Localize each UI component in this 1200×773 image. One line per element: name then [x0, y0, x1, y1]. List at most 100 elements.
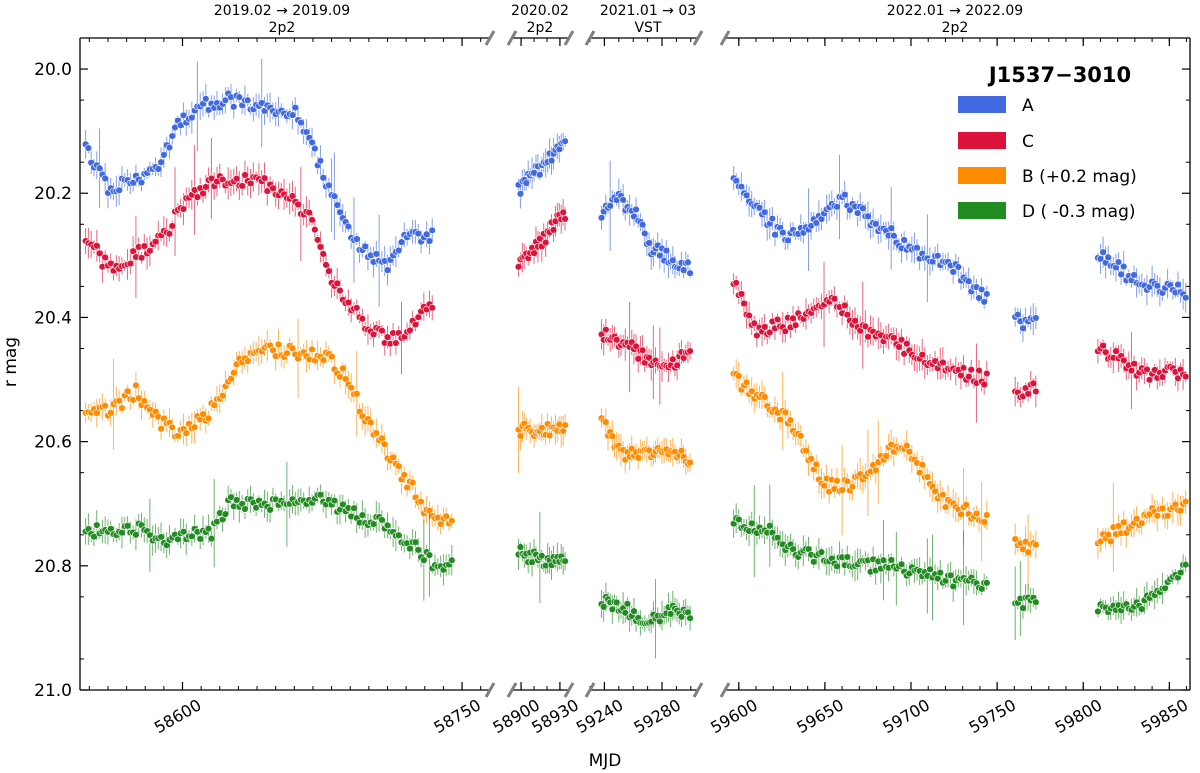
point-d	[621, 609, 629, 617]
legend-swatch-c	[958, 132, 1006, 149]
point-b	[190, 423, 199, 431]
point-d	[358, 511, 367, 519]
point-c	[1024, 390, 1032, 398]
point-b	[274, 340, 283, 349]
point-c	[964, 373, 973, 381]
point-d	[843, 553, 851, 561]
point-b	[781, 408, 789, 416]
point-a	[129, 179, 137, 187]
point-c	[983, 369, 991, 378]
point-d	[411, 538, 420, 546]
point-b	[347, 383, 355, 392]
point-a	[684, 258, 692, 266]
point-a	[980, 298, 988, 306]
point-c	[199, 189, 207, 198]
segment-4-instrument: 2p2	[942, 20, 969, 36]
point-d	[766, 522, 774, 530]
point-d	[157, 533, 165, 541]
point-d	[339, 500, 347, 509]
point-a	[297, 118, 305, 127]
point-c	[939, 358, 947, 367]
point-a	[890, 232, 898, 240]
point-c	[294, 200, 302, 209]
point-a	[632, 205, 640, 214]
point-b	[882, 452, 890, 460]
point-c	[895, 343, 903, 351]
point-c	[975, 366, 983, 375]
point-d	[686, 614, 694, 622]
point-a	[330, 192, 339, 200]
point-d	[926, 565, 934, 574]
point-c	[957, 371, 965, 380]
point-a	[742, 191, 751, 200]
point-a	[859, 204, 867, 212]
point-a	[325, 181, 333, 190]
point-a	[1104, 253, 1112, 261]
point-b	[1158, 504, 1167, 513]
x-tick-label: 59800	[1052, 695, 1106, 737]
point-c	[378, 326, 386, 335]
point-a	[1096, 255, 1105, 263]
point-b	[776, 415, 784, 424]
point-b	[1024, 548, 1032, 556]
point-c	[766, 328, 774, 337]
point-c	[305, 208, 313, 217]
point-c	[897, 335, 906, 344]
point-a	[864, 212, 872, 220]
point-c	[1032, 387, 1040, 396]
point-d	[188, 532, 196, 541]
point-b	[174, 432, 182, 440]
point-a	[394, 246, 403, 255]
point-b	[199, 410, 207, 418]
point-b	[1114, 522, 1123, 530]
point-d	[132, 531, 140, 539]
point-b	[269, 346, 277, 354]
point-d	[735, 515, 743, 524]
point-c	[740, 299, 748, 308]
point-d	[330, 496, 339, 505]
point-a	[235, 93, 244, 101]
point-c	[428, 304, 436, 312]
point-c	[344, 298, 353, 307]
segment-2-date: 2020.02	[511, 3, 569, 19]
point-d	[561, 557, 569, 565]
point-c	[358, 315, 367, 323]
point-c	[750, 319, 758, 327]
point-a	[871, 220, 880, 228]
point-c	[745, 311, 753, 320]
point-d	[1176, 568, 1185, 577]
point-b	[807, 455, 815, 463]
point-c	[232, 174, 241, 183]
x-tick-label: 59850	[1138, 695, 1192, 737]
legend-label-b: B (+0.2 mag)	[1022, 167, 1137, 187]
point-d	[350, 504, 358, 512]
point-a	[316, 157, 325, 165]
segment-1-date: 2019.02 → 2019.09	[214, 3, 350, 19]
point-d	[174, 535, 182, 543]
point-a	[887, 224, 895, 232]
point-b	[283, 349, 291, 358]
point-c	[126, 259, 135, 268]
point-b	[319, 356, 327, 364]
axis-break-marker	[563, 30, 575, 46]
point-d	[221, 510, 230, 518]
point-d	[1094, 607, 1102, 616]
point-b	[1181, 497, 1190, 506]
point-d	[448, 556, 456, 564]
y-axis-label: r mag	[1, 337, 21, 387]
point-a	[344, 222, 353, 231]
point-b	[742, 378, 751, 387]
point-b	[115, 396, 123, 405]
axis-break-marker	[719, 30, 731, 46]
point-a	[1019, 324, 1027, 333]
point-c	[333, 279, 341, 288]
point-b	[561, 421, 569, 429]
point-c	[383, 333, 392, 341]
point-d	[123, 522, 132, 530]
point-a	[1174, 280, 1182, 289]
point-d	[241, 505, 249, 513]
point-c	[260, 174, 269, 182]
point-d	[879, 556, 888, 564]
point-b	[327, 352, 336, 361]
